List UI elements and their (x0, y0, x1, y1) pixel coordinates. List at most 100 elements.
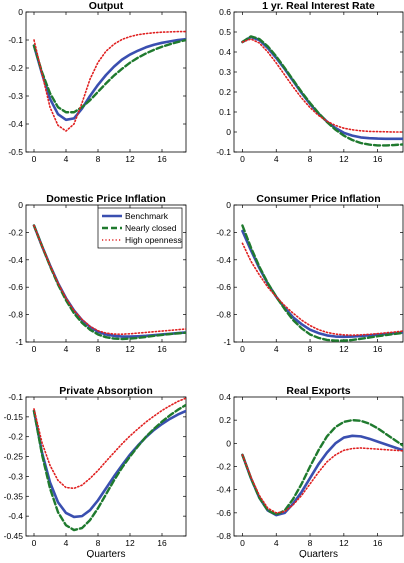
series-line-nearly-closed (32, 224, 186, 341)
panel-1: 0 4 8 12 16 0 -0.1 -0.2 -0.3 -0.4 -0.5 Output (8, 0, 187, 164)
y-tick-label: -0.1 (8, 35, 23, 45)
panel-6: 0 4 8 12 16 0.4 0.2 0 -0.2 -0.4 -0.6 -0.8 Real Expor… (216, 385, 404, 560)
x-tick-label: 4 (274, 344, 279, 354)
y-tick-label: 0 (18, 200, 23, 210)
panel-title: Consumer Price Inflation (256, 193, 380, 205)
legend-label: High openness (125, 235, 182, 245)
x-tick-label: 4 (64, 344, 69, 354)
series-line-high-openness (241, 38, 403, 133)
y-tick-label: -0.4 (8, 511, 23, 521)
y-tick-label: -0.4 (216, 255, 231, 265)
y-tick-label: 0.2 (219, 415, 231, 425)
series-group (241, 418, 403, 517)
x-tick-label: 8 (96, 154, 101, 164)
y-tick-label: 0 (18, 7, 23, 17)
series-line-benchmark (32, 409, 186, 519)
panel-title: Output (89, 0, 124, 12)
y-tick-label: -0.6 (216, 508, 231, 518)
y-tick-label: -0.8 (216, 310, 231, 320)
x-tick-label: 16 (373, 344, 383, 354)
x-tick-label: 12 (125, 154, 135, 164)
series-line-high-openness (241, 242, 403, 336)
y-tick-label: 0.3 (219, 67, 231, 77)
y-tick-label: 0 (226, 127, 231, 137)
x-tick-label: 0 (32, 344, 37, 354)
series-group (241, 35, 403, 147)
series-line-nearly-closed (241, 224, 403, 342)
y-tick-label: -0.3 (8, 471, 23, 481)
legend: Benchmark Nearly closed High openness (97, 207, 183, 249)
y-tick-label: -0.2 (216, 227, 231, 237)
y-tick-label: 0 (226, 200, 231, 210)
x-tick-label: 8 (308, 538, 313, 548)
panel-title: Private Absorption (59, 385, 153, 397)
y-tick-label: -0.1 (8, 392, 23, 402)
panel-2: 0 4 8 12 16 0.6 0.5 0.4 0.3 0.2 0.1 0 -0.1 1 yr. Real… (216, 0, 404, 164)
x-tick-label: 4 (274, 154, 279, 164)
x-tick-label: 4 (64, 538, 69, 548)
panel-4: 0 4 8 12 16 0 -0.2 -0.4 -0.6 -0.8 -1 Consumer Price… (216, 193, 404, 354)
x-tick-label: 16 (373, 538, 383, 548)
y-tick-label: 0.5 (219, 27, 231, 37)
x-tick-label: 8 (96, 344, 101, 354)
x-tick-label: 12 (339, 538, 349, 548)
y-tick-label: 0.4 (219, 47, 231, 57)
y-tick-label: -0.4 (8, 255, 23, 265)
series-line-nearly-closed (32, 38, 186, 114)
series-group (32, 30, 186, 132)
y-tick-label: -1 (15, 337, 23, 347)
y-tick-label: -0.4 (8, 119, 23, 129)
plot-frame (233, 11, 404, 153)
panel-5: 0 4 8 12 16 -0.1 -0.15 -0.2 -0.25 -0.3 -0.35 -0.4 -0… (4, 385, 187, 560)
y-tick-label: -0.45 (4, 531, 24, 541)
x-tick-label: 8 (96, 538, 101, 548)
y-tick-label: 0.1 (219, 107, 231, 117)
x-tick-label: 8 (308, 154, 313, 164)
x-tick-label: 0 (32, 154, 37, 164)
x-tick-label: 16 (157, 538, 167, 548)
y-tick-label: 0.6 (219, 7, 231, 17)
x-tick-label: 0 (240, 344, 245, 354)
y-tick-label: -0.2 (8, 432, 23, 442)
y-tick-label: -0.3 (8, 91, 23, 101)
y-tick-label: 0.2 (219, 87, 231, 97)
y-tick-label: -0.6 (8, 282, 23, 292)
series-line-high-openness (33, 224, 186, 335)
x-tick-label: 0 (240, 538, 245, 548)
x-axis-label: Quarters (87, 549, 126, 558)
y-tick-label: -0.8 (8, 310, 23, 320)
series-line-nearly-closed (32, 403, 186, 532)
x-axis-label: Quarters (299, 549, 338, 558)
x-tick-label: 12 (125, 538, 135, 548)
y-tick-label: -0.25 (4, 452, 24, 462)
x-tick-label: 12 (339, 154, 349, 164)
series-group (32, 224, 186, 341)
y-tick-label: -0.2 (8, 227, 23, 237)
y-tick-label: -0.6 (216, 282, 231, 292)
x-tick-label: 0 (32, 538, 37, 548)
x-tick-label: 16 (157, 154, 167, 164)
x-tick-label: 12 (125, 344, 135, 354)
x-tick-label: 12 (339, 344, 349, 354)
series-group (241, 224, 403, 342)
x-tick-label: 8 (308, 344, 313, 354)
y-tick-label: -0.2 (216, 462, 231, 472)
series-line-high-openness (241, 447, 403, 514)
series-line-nearly-closed (241, 418, 403, 516)
panel-title: Domestic Price Inflation (46, 193, 166, 205)
x-tick-label: 16 (373, 154, 383, 164)
y-tick-label: -0.8 (216, 531, 231, 541)
plot-frame (25, 396, 187, 537)
y-tick-label: 0.4 (219, 392, 231, 402)
legend-label: Nearly closed (125, 223, 177, 233)
series-line-high-openness (33, 397, 186, 490)
series-line-benchmark (32, 37, 186, 122)
x-tick-label: 4 (274, 538, 279, 548)
y-tick-label: -0.1 (216, 147, 231, 157)
x-tick-label: 0 (240, 154, 245, 164)
x-tick-label: 4 (64, 154, 69, 164)
legend-label: Benchmark (125, 211, 169, 221)
y-tick-label: -0.35 (4, 491, 24, 501)
